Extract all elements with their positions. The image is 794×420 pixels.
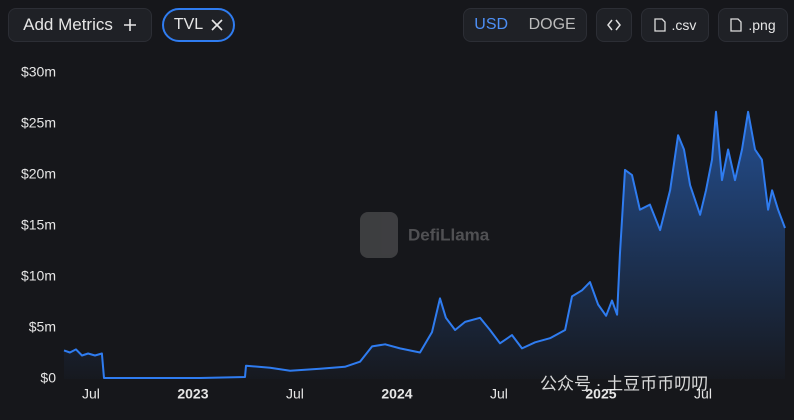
currency-toggle: USD DOGE [463, 8, 587, 42]
overlay-text: 公众号 · 土豆币币叨叨 [540, 374, 708, 393]
x-tick-label: Jul [694, 386, 712, 402]
csv-button[interactable]: .csv [641, 8, 709, 42]
watermark: DefiLlama [360, 212, 490, 258]
add-metrics-label: Add Metrics [23, 15, 113, 34]
y-tick-label: $10m [21, 268, 56, 284]
currency-doge[interactable]: DOGE [528, 16, 576, 33]
x-tick-label: 2024 [381, 386, 412, 402]
csv-label: .csv [671, 17, 697, 33]
x-tick-label: 2025 [585, 386, 616, 402]
add-metrics-button[interactable]: Add Metrics [8, 8, 152, 42]
tvl-line [63, 110, 786, 379]
file-icon [730, 18, 743, 32]
plus-icon [123, 19, 136, 31]
x-tick-label: Jul [82, 386, 100, 402]
y-tick-label: $25m [21, 115, 56, 131]
currency-usd[interactable]: USD [474, 16, 509, 33]
x-tick-label: 2023 [177, 386, 208, 402]
close-icon [211, 19, 223, 31]
y-tick-label: $5m [29, 319, 56, 335]
png-button[interactable]: .png [718, 8, 788, 42]
embed-button[interactable] [596, 8, 632, 42]
file-icon [653, 18, 666, 32]
x-tick-label: Jul [286, 386, 304, 402]
watermark-logo [360, 212, 398, 258]
y-tick-label: $30m [21, 64, 56, 80]
x-tick-label: Jul [490, 386, 508, 402]
tvl-pill[interactable]: TVL [162, 8, 235, 42]
y-tick-label: $20m [21, 166, 56, 182]
y-tick-label: $15m [21, 217, 56, 233]
y-tick-label: $0 [40, 370, 56, 386]
area-fill [64, 111, 785, 380]
embed-icon [607, 19, 621, 31]
png-label: .png [748, 17, 776, 33]
tvl-label: TVL [173, 16, 204, 33]
watermark-text: DefiLlama [408, 225, 490, 244]
